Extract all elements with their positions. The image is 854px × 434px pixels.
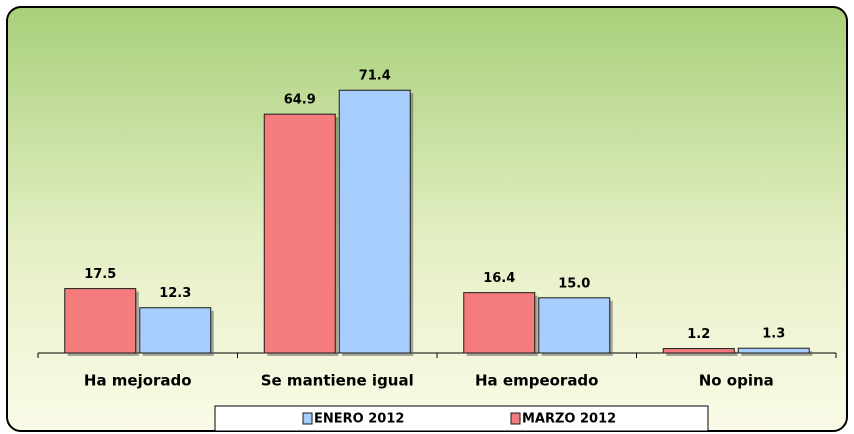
bar (737, 347, 810, 354)
legend-label: MARZO 2012 (522, 412, 616, 427)
legend-swatch (302, 412, 313, 425)
x-tick-label: Ha empeorado (475, 372, 598, 390)
bar (538, 297, 611, 354)
bar-shadow (741, 351, 813, 356)
data-label: 12.3 (159, 286, 191, 301)
data-label: 17.5 (84, 267, 116, 282)
legend-label: ENERO 2012 (314, 412, 404, 427)
data-label: 71.4 (359, 69, 391, 84)
bar (338, 89, 411, 354)
bar (139, 307, 212, 354)
chart-background (6, 6, 848, 432)
data-label: 64.9 (284, 93, 316, 108)
legend-swatch (510, 412, 521, 425)
legend-box (214, 405, 709, 432)
x-tick-label: Ha mejorado (84, 372, 192, 390)
bar-shadow (666, 351, 738, 356)
bar (64, 288, 137, 354)
x-tick-label: No opina (699, 372, 774, 390)
bar (463, 292, 536, 354)
data-label: 16.4 (483, 271, 515, 286)
data-label: 1.3 (762, 327, 785, 342)
x-tick-label: Se mantiene igual (261, 372, 414, 390)
bar (662, 348, 735, 354)
data-label: 1.2 (687, 327, 710, 342)
data-label: 15.0 (558, 276, 590, 291)
bar (263, 113, 336, 354)
